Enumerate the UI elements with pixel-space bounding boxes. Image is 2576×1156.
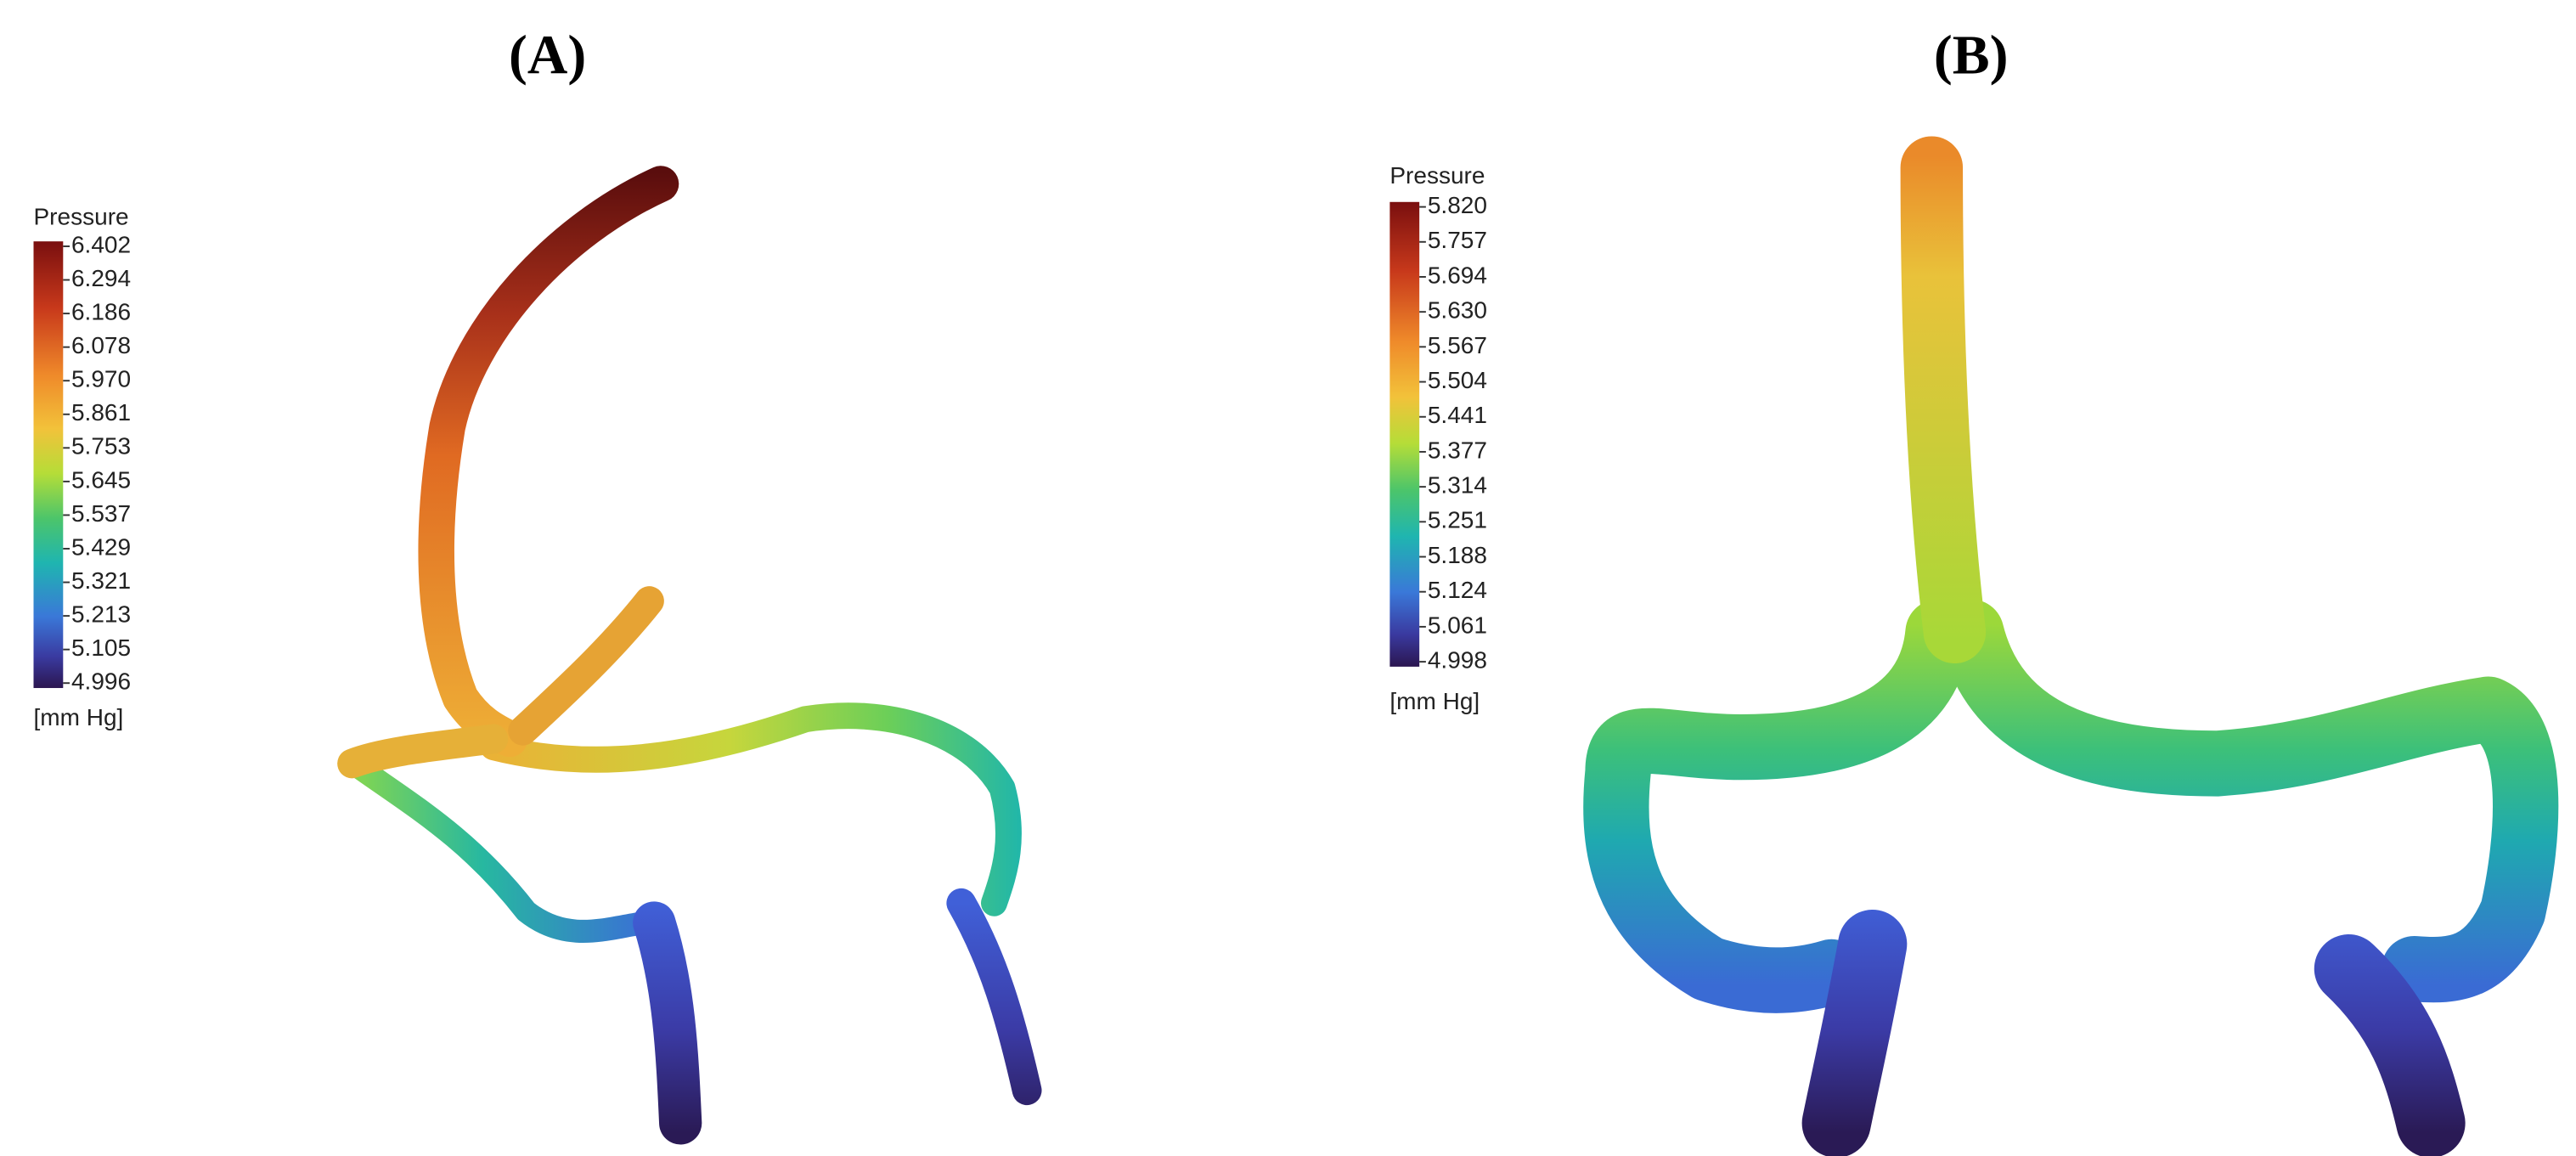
- colorbar-label: 5.820: [1428, 192, 1487, 218]
- colorbar-label: 5.753: [71, 433, 131, 460]
- colorbar-label: 5.861: [71, 399, 131, 426]
- legend-unit: [mm Hg]: [34, 704, 124, 730]
- colorbar-label: 5.645: [71, 466, 131, 493]
- colorbar-label: 5.429: [71, 533, 131, 560]
- colorbar-label: 5.630: [1428, 297, 1487, 324]
- panel-label: (A): [509, 25, 586, 87]
- panel-label: (B): [1934, 25, 2009, 87]
- colorbar-label: 5.377: [1428, 437, 1487, 463]
- legend-unit: [mm Hg]: [1389, 688, 1480, 714]
- colorbar-label: 5.188: [1428, 542, 1487, 568]
- vessel-b: [1583, 136, 2559, 1156]
- colorbar-label: 6.078: [71, 332, 131, 358]
- colorbar: [33, 241, 64, 689]
- colorbar-label: 6.186: [71, 299, 131, 325]
- colorbar-label: 5.124: [1428, 577, 1487, 603]
- colorbar-label: 6.402: [71, 231, 131, 257]
- colorbar: [1389, 201, 1420, 667]
- colorbar-label: 5.504: [1428, 367, 1487, 393]
- colorbar-label: 5.567: [1428, 332, 1487, 358]
- vessel-a: [337, 166, 1042, 1145]
- colorbar-label: 5.970: [71, 366, 131, 392]
- colorbar-label: 4.998: [1428, 647, 1487, 674]
- colorbar-label: 5.757: [1428, 227, 1487, 253]
- colorbar-label: 6.294: [71, 265, 131, 291]
- colorbar-label: 5.321: [71, 567, 131, 594]
- colorbar-label: 5.537: [71, 500, 131, 527]
- legend-title: Pressure: [1389, 162, 1485, 189]
- colorbar-label: 5.213: [71, 601, 131, 628]
- colorbar-label: 5.061: [1428, 612, 1487, 638]
- colorbar-label: 5.694: [1428, 262, 1487, 288]
- colorbar-label: 5.105: [71, 634, 131, 661]
- legend-title: Pressure: [34, 204, 129, 230]
- colorbar-label: 5.314: [1428, 472, 1487, 499]
- colorbar-label: 5.251: [1428, 507, 1487, 533]
- colorbar-label: 4.996: [71, 668, 131, 695]
- colorbar-label: 5.441: [1428, 402, 1487, 428]
